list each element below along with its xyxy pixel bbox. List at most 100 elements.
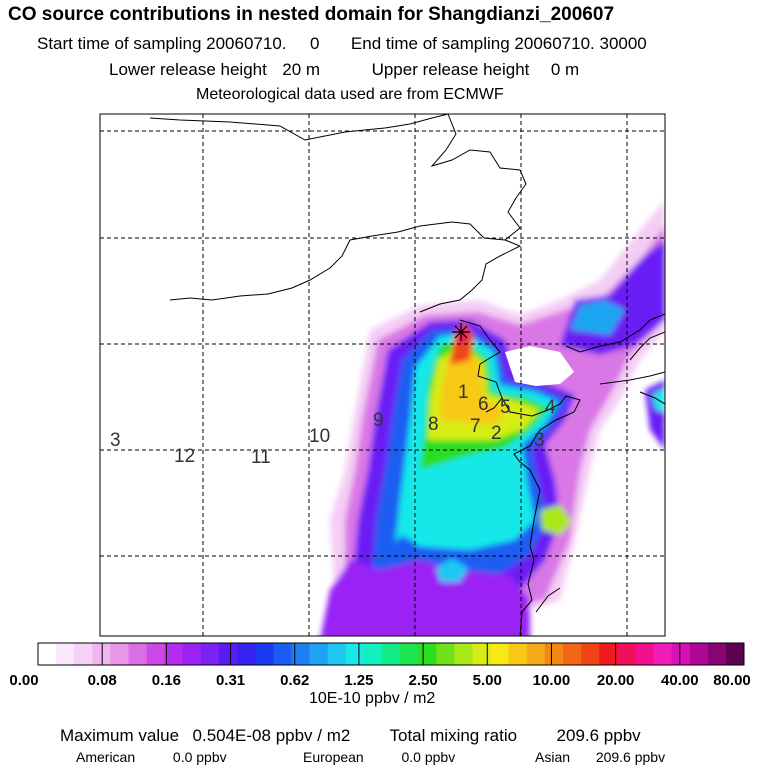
max-value: 0.504E-08 ppbv / m2: [192, 726, 351, 745]
colorbar-swatch: [38, 643, 57, 665]
region-name: Asian: [535, 749, 571, 765]
colorbar-tick-label: 0.16: [152, 672, 181, 689]
region-value: 209.6 ppbv: [595, 749, 666, 765]
map-label: 6: [478, 394, 489, 415]
colorbar-swatch: [200, 643, 220, 665]
colorbar-unit: 10E-10 ppbv / m2: [309, 690, 436, 707]
map-label: 3: [534, 430, 545, 451]
colorbar-swatch: [273, 643, 292, 665]
colorbar-swatch: [490, 643, 510, 665]
region-american: American 0.0 ppbv: [76, 749, 227, 765]
colorbar-swatch: [74, 643, 93, 665]
colorbar-swatch: [110, 643, 130, 665]
colorbar-tick-label: 40.00: [661, 672, 699, 689]
upper-value: 0 m: [550, 60, 580, 79]
colorbar-ticks: 0.00 0.08 0.16 0.31 0.62 1.25 2.50 5.00 10.00 20.…: [9, 672, 750, 689]
start-value: 20060710.: [206, 34, 287, 53]
colorbar-swatch: [128, 643, 148, 665]
colorbar-swatch: [237, 643, 256, 665]
colorbar-swatch: [182, 643, 202, 665]
colorbar-swatch: [725, 643, 745, 665]
upper-label: Upper release height: [371, 60, 530, 79]
colorbar-swatch: [472, 643, 492, 665]
colorbar-swatch: [707, 643, 727, 665]
colorbar-swatch: [689, 643, 709, 665]
total-label: Total mixing ratio: [389, 726, 518, 745]
colorbar-swatch: [255, 643, 274, 665]
region-name: American: [76, 749, 136, 765]
map-frame: [99, 113, 666, 637]
colorbar-tick-label: 10.00: [533, 672, 571, 689]
colorbar-tick-label: 5.00: [473, 672, 502, 689]
colorbar-swatch: [381, 643, 401, 665]
colorbar-swatch: [436, 643, 455, 665]
region-asian: Asian 209.6 ppbv: [535, 749, 665, 765]
start-label: Start time of sampling: [37, 34, 202, 53]
map-label: 7: [470, 416, 481, 437]
colorbar-swatch: [164, 643, 184, 665]
map-label: 3: [110, 430, 121, 451]
met-data-line: Meteorological data used are from ECMWF: [196, 86, 504, 103]
region-value: 0.0 ppbv: [172, 749, 227, 765]
colorbar-swatch: [309, 643, 329, 665]
colorbar-swatch: [526, 643, 546, 665]
end-value: 20060710. 30000: [514, 34, 647, 53]
map-label: 4: [545, 397, 556, 418]
colorbar-swatch: [671, 643, 691, 665]
map-label: 1: [458, 382, 469, 403]
map-label: 10: [309, 426, 330, 447]
colorbar-swatch: [562, 643, 582, 665]
colorbar-tick-label: 80.00: [713, 672, 751, 689]
receptor-marker: [452, 323, 470, 341]
map-label: 12: [174, 446, 195, 467]
region-european: European 0.0 ppbv: [303, 749, 455, 765]
map-label: 8: [428, 414, 439, 435]
colorbar-swatch: [56, 643, 75, 665]
colorbar-swatch: [219, 643, 238, 665]
colorbar-swatch: [400, 643, 419, 665]
colorbar-tick-label: 20.00: [597, 672, 635, 689]
colorbar-swatch: [92, 643, 111, 665]
colorbar-tick-label: 0.31: [216, 672, 245, 689]
colorbar-tick-label: 0.62: [280, 672, 309, 689]
map-grid: [100, 114, 665, 636]
colorbar-swatch: [544, 643, 564, 665]
max-value-line: Maximum value 0.504E-08 ppbv / m2 Total …: [60, 726, 641, 746]
colorbar-tick-label: 0.00: [9, 672, 38, 689]
colorbar-swatch: [291, 643, 311, 665]
coastlines: [149, 114, 665, 636]
chart-title: CO source contributions in nested domain…: [8, 4, 615, 25]
colorbar-swatch: [653, 643, 673, 665]
lower-label: Lower release height: [109, 60, 267, 79]
colorbar-tick-label: 0.08: [88, 672, 117, 689]
colorbar-swatch: [146, 643, 166, 665]
start-hour: 0: [309, 34, 320, 53]
colorbar-swatch: [635, 643, 654, 665]
colorbar-swatch: [508, 643, 528, 665]
colorbar-tick-label: 2.50: [408, 672, 437, 689]
total-value: 209.6 ppbv: [556, 726, 641, 745]
release-heights: Lower release height 20 m Upper release …: [109, 60, 579, 80]
map-label: 2: [491, 423, 502, 444]
region-name: European: [303, 749, 364, 765]
colorbar-swatch: [581, 643, 600, 665]
region-value: 0.0 ppbv: [401, 749, 456, 765]
end-label: End time of sampling: [350, 34, 510, 53]
colorbar-swatch: [599, 643, 618, 665]
concentration-field: [320, 200, 665, 636]
colorbar-swatch: [345, 643, 365, 665]
colorbar-swatch: [363, 643, 383, 665]
map-label: 11: [251, 447, 271, 468]
map-label: 5: [500, 397, 511, 418]
lower-value: 20 m: [282, 60, 321, 79]
colorbar: [37, 642, 745, 666]
map-labels: 3 12 11 10 9 8 7 1 6 5 4 2 3: [110, 382, 556, 468]
colorbar-swatch: [418, 643, 437, 665]
max-label: Maximum value: [60, 726, 180, 745]
colorbar-tick-label: 1.25: [344, 672, 373, 689]
map-label: 9: [373, 410, 384, 431]
colorbar-swatch: [617, 643, 636, 665]
sampling-times: Start time of sampling 20060710. 0 End t…: [37, 34, 647, 54]
colorbar-swatch: [327, 643, 347, 665]
